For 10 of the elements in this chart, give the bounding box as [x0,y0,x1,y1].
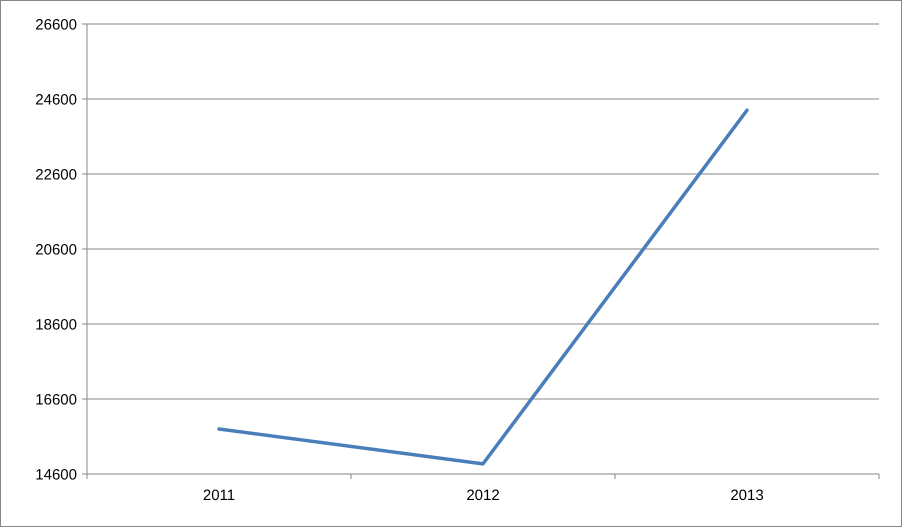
y-tick-label: 18600 [35,316,77,334]
y-tick-label: 20600 [35,241,77,258]
x-tick-label: 2012 [466,487,500,504]
y-tick-label: 26600 [35,16,77,34]
x-tick-label: 2013 [730,487,764,504]
y-tick-label: 22600 [35,166,77,184]
y-tick-label: 16600 [35,391,77,408]
x-tick-label: 2011 [202,487,236,504]
y-tick-label: 24600 [35,91,77,108]
y-tick-label: 14600 [35,466,77,484]
